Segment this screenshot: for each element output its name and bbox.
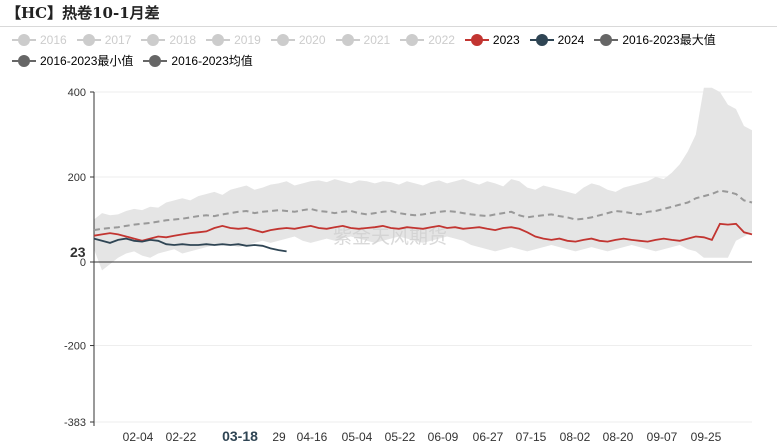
title-divider <box>0 26 777 27</box>
x-tick-label: 08-02 <box>560 430 591 444</box>
legend-label: 2024 <box>557 32 585 47</box>
y-tick-label: 400 <box>68 87 86 99</box>
legend-item-2016-2023均值[interactable]: 2016-2023均值 <box>143 50 253 71</box>
series-line-2024 <box>93 237 287 253</box>
legend-label: 2019 <box>234 32 261 47</box>
legend-label: 2018 <box>169 32 197 47</box>
legend-item-2023[interactable]: 2023 <box>464 29 520 50</box>
legend-label: 2023 <box>492 32 520 47</box>
x-tick-label-partial: 29 <box>272 430 286 444</box>
x-tick-label: 07-15 <box>516 430 547 444</box>
legend-label: 2016-2023最大值 <box>622 33 716 47</box>
x-tick-label: 02-22 <box>166 430 197 444</box>
legend-swatch-icon <box>464 33 489 46</box>
legend-row: 2016 2017 2018 2019 2020 2021 2022 2023 2024 2016… <box>0 29 777 71</box>
legend-item-2016[interactable]: 2016 <box>12 29 67 50</box>
legend-swatch-icon <box>335 33 360 46</box>
x-tick-label: 06-09 <box>428 430 459 444</box>
legend-label: 2016-2023均值 <box>171 54 253 68</box>
x-tick-label: 04-16 <box>297 430 328 444</box>
y-tick-label: 200 <box>68 172 86 184</box>
x-tick-label: 09-25 <box>691 430 722 444</box>
legend-swatch-icon <box>400 33 425 46</box>
x-tick-label: 02-04 <box>123 430 154 444</box>
legend-label: 2022 <box>428 32 455 47</box>
chart-title: 【HC】热卷10-1月差 <box>6 4 160 22</box>
x-tick-label: 05-04 <box>342 430 373 444</box>
legend-label: 2021 <box>363 32 391 47</box>
legend-swatch-icon <box>143 54 168 67</box>
legend-label: 2020 <box>298 32 326 47</box>
legend-item-2024[interactable]: 2024 <box>529 29 585 50</box>
legend-item-2021[interactable]: 2021 <box>335 29 391 50</box>
value-marker-label: 23 <box>70 244 86 260</box>
legend-label: 2017 <box>104 32 132 47</box>
watermark: 紫金天风期货 <box>333 226 447 248</box>
legend-swatch-icon <box>12 33 36 46</box>
legend-item-2022[interactable]: 2022 <box>400 29 455 50</box>
legend-item-2016-2023最小值[interactable]: 2016-2023最小值 <box>12 50 133 71</box>
x-tick-label: 09-07 <box>647 430 678 444</box>
legend-label: 2016-2023最小值 <box>40 54 134 68</box>
y-tick-label: 0 <box>80 257 86 269</box>
legend-swatch-icon <box>270 33 295 46</box>
legend-item-2020[interactable]: 2020 <box>270 29 326 50</box>
x-tick-label: 03-18 <box>222 428 258 444</box>
legend-item-2018[interactable]: 2018 <box>141 29 196 50</box>
legend-label: 2016 <box>40 32 67 47</box>
series-line-2023 <box>93 222 753 243</box>
legend-item-2017[interactable]: 2017 <box>76 29 132 50</box>
x-tick-label: 08-20 <box>603 430 634 444</box>
y-tick-label: -383 <box>64 417 86 429</box>
legend-swatch-icon <box>141 33 166 46</box>
legend-swatch-icon <box>206 33 231 46</box>
legend-swatch-icon <box>12 54 36 67</box>
legend-item-2016-2023最大值[interactable]: 2016-2023最大值 <box>594 29 716 50</box>
x-tick-label: 05-22 <box>385 430 416 444</box>
y-tick-label: -200 <box>64 341 86 353</box>
legend-swatch-icon <box>76 33 101 46</box>
legend-item-2019[interactable]: 2019 <box>206 29 261 50</box>
legend-swatch-icon <box>594 33 619 46</box>
min-max-band <box>94 87 752 271</box>
x-tick-label: 06-27 <box>473 430 504 444</box>
legend-swatch-icon <box>529 33 554 46</box>
legend: 2016 2017 2018 2019 2020 2021 2022 2023 2024 2016… <box>0 29 777 71</box>
series-line-2016-2023均值 <box>93 189 753 232</box>
